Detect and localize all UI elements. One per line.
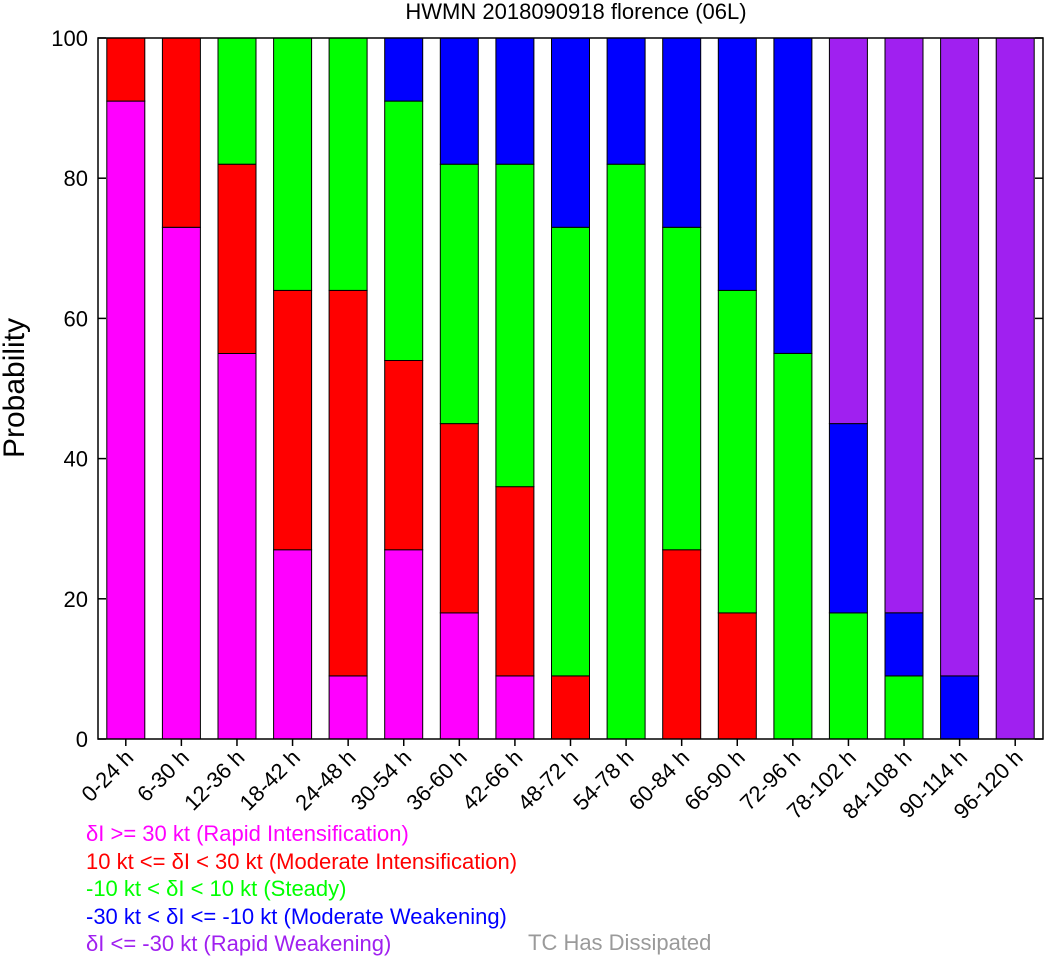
y-tick-label: 100 [51,26,88,51]
bar-segment-ri-1 [161,226,201,740]
bar-segment-st-12 [773,352,813,740]
x-tick-label: 60-84 h [624,745,694,815]
bar-segment-st-14 [884,675,924,740]
bar-segment-mw-9 [606,37,646,165]
bar-segment-st-7 [495,163,535,488]
bar-segment-mw-14 [884,612,924,677]
bar-segment-st-9 [606,163,646,740]
legend-rapid-weakening: δI <= -30 kt (Rapid Weakening) [86,931,392,956]
legend-moderate-intensification: 10 kt <= δI < 30 kt (Moderate Intensific… [86,848,518,874]
bar-segment-ri-6 [439,612,479,740]
bars-group [106,37,1035,740]
probability-chart: HWMN 2018090918 florence (06L) Probabili… [0,0,1044,820]
bar-segment-mw-8 [551,37,590,228]
x-tick-label: 24-48 h [290,745,360,815]
bar-segment-ri-5 [384,549,424,740]
bar-segment-st-10 [662,226,702,551]
bar-segment-ri-3 [273,549,313,740]
y-tick-label: 60 [64,306,88,331]
bar-segment-mi-7 [495,486,535,677]
bar-segment-mi-0 [106,37,146,102]
bar-segment-mw-5 [384,37,424,102]
bar-segment-ri-0 [106,100,146,740]
bar-segment-ri-7 [495,675,535,740]
x-tick-label: 54-78 h [568,745,638,815]
bar-segment-st-2 [217,37,257,165]
bar-segment-rw-13 [828,37,868,425]
x-tick-label: 48-72 h [513,745,583,815]
bar-segment-mi-8 [551,675,590,740]
bar-segment-mw-11 [717,37,757,291]
bar-segment-mi-5 [384,360,424,551]
bar-segment-ri-4 [328,675,368,740]
y-tick-label: 40 [64,447,88,472]
legend-steady: -10 kt < δI < 10 kt (Steady) [86,876,347,901]
bar-segment-st-5 [384,100,424,361]
x-tick-label: 12-36 h [179,745,249,815]
bar-segment-st-13 [828,612,868,740]
dissipated-label: TC Has Dissipated [528,930,712,955]
bar-segment-st-3 [273,37,313,291]
bar-segment-mw-6 [439,37,479,165]
bar-segment-mi-4 [328,289,368,677]
bar-segment-mw-15 [940,675,980,740]
x-tick-label: 18-42 h [235,745,305,815]
bar-segment-rw-15 [940,37,980,677]
legend-moderate-weakening: -30 kt < δI <= -10 kt (Moderate Weakenin… [86,903,507,929]
bar-segment-st-11 [717,289,757,614]
bar-segment-mw-10 [662,37,702,228]
bar-segment-mw-7 [495,37,535,165]
bar-segment-mi-3 [273,289,313,551]
bar-segment-mi-11 [717,612,757,740]
y-tick-label: 0 [76,727,88,752]
bar-segment-st-4 [328,37,368,291]
bar-segment-rw-16 [995,37,1035,740]
bar-segment-mi-6 [439,423,479,614]
x-tick-label: 0-24 h [77,745,139,807]
legend: δI >= 30 kt (Rapid Intensification) 10 k… [86,820,517,958]
bar-segment-mw-12 [773,37,813,354]
x-tick-label: 30-54 h [346,745,416,815]
chart-title: HWMN 2018090918 florence (06L) [405,0,746,24]
y-tick-label: 20 [64,587,88,612]
bar-segment-mi-1 [161,37,201,228]
bar-segment-mi-10 [662,549,702,740]
x-tick-label: 42-66 h [457,745,527,815]
y-tick-label: 80 [64,166,88,191]
plot-frame [97,37,1044,740]
x-tick-label: 66-90 h [679,745,749,815]
bar-segment-rw-14 [884,37,924,614]
x-tick-label: 36-60 h [401,745,471,815]
legend-rapid-intensification: δI >= 30 kt (Rapid Intensification) [86,821,409,846]
bar-segment-mi-2 [217,163,257,354]
bar-segment-st-8 [551,226,590,677]
y-axis-label: Probability [0,318,31,458]
bar-segment-ri-2 [217,352,257,740]
bar-segment-mw-13 [828,423,868,614]
bar-segment-st-6 [439,163,479,425]
